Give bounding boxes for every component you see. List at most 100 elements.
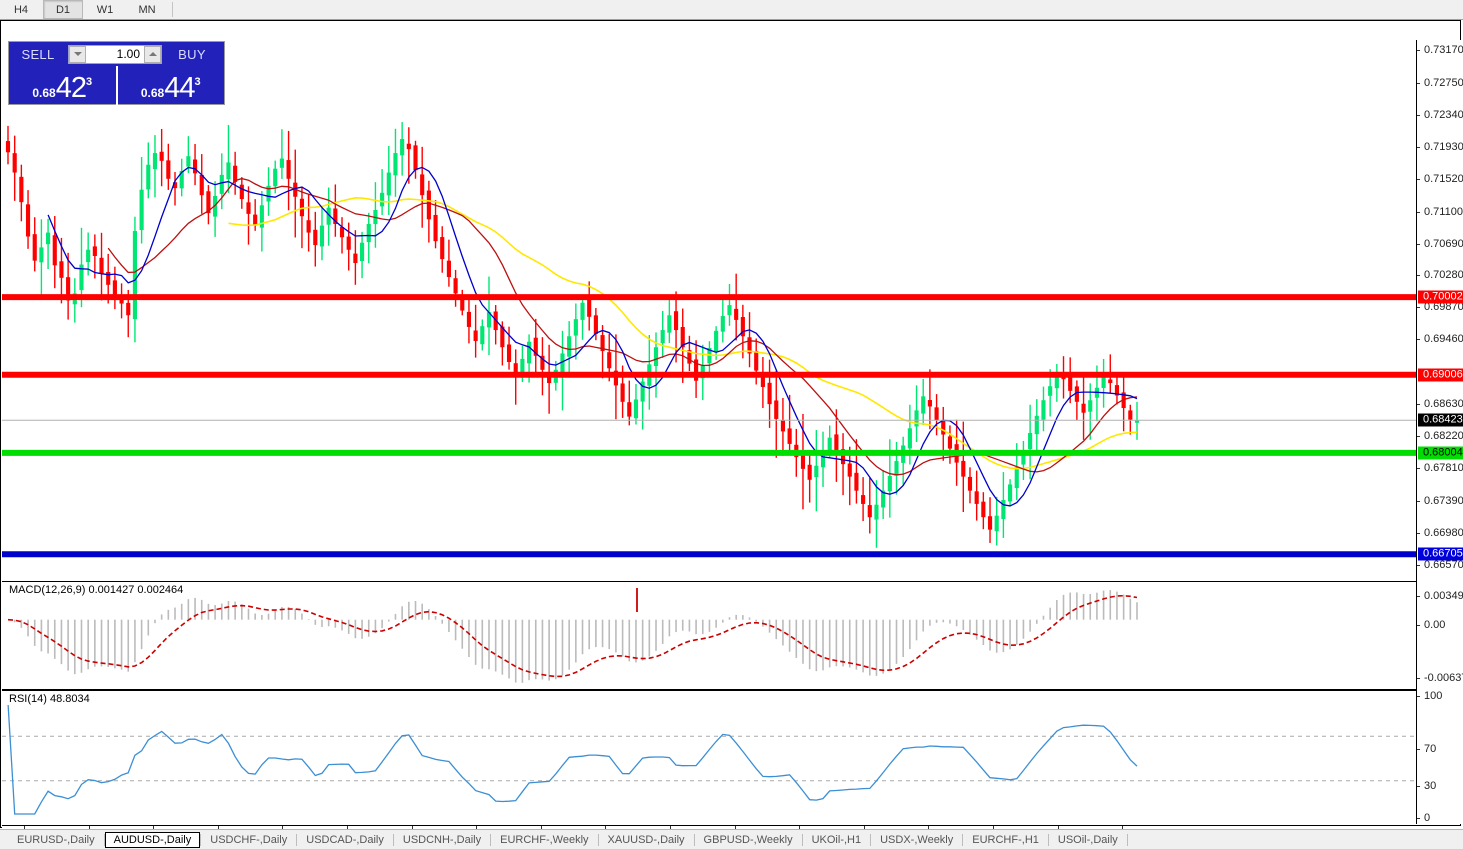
time-tick — [605, 826, 607, 830]
price-tag-069006: 0.69006 — [1418, 368, 1463, 382]
chart-tab-eurusd[interactable]: EURUSD-,Daily — [17, 834, 95, 846]
tab-separator — [296, 834, 298, 846]
macd-pane[interactable]: MACD(12,26,9) 0.001427 0.002464 — [2, 581, 1416, 690]
volume-decrease-button[interactable] — [69, 45, 86, 63]
rsi-scale-30: 30 — [1417, 780, 1436, 792]
price-tag-066705: 0.66705 — [1418, 547, 1463, 561]
price-tick-071100: 0.71100 — [1417, 206, 1463, 218]
chart-tab-usdchf[interactable]: USDCHF-,Daily — [210, 834, 288, 846]
chart-tabs: EURUSD-,Daily AUDUSD-,Daily USDCHF-,Daily U… — [8, 832, 1128, 848]
tab-separator — [597, 834, 599, 846]
macd-scale-2: -0.00637 — [1417, 672, 1463, 684]
sell-button[interactable]: SELL — [21, 46, 55, 62]
price-tick-066980: 0.66980 — [1417, 527, 1463, 539]
chart-tab-eurchf[interactable]: EURCHF-,H1 — [972, 834, 1039, 846]
timeframe-toolbar: H4 D1 W1 MN — [0, 0, 1463, 20]
buy-price-fraction: 3 — [194, 76, 201, 88]
time-tick — [993, 826, 994, 830]
time-tick — [670, 826, 671, 830]
tab-separator — [392, 834, 394, 846]
timeframe-button-mn[interactable]: MN — [138, 3, 156, 16]
one-click-trading-panel[interactable]: SELL 1.00 BUY 0.68 42 3 0.68 44 3 — [8, 41, 225, 105]
price-pane[interactable] — [2, 40, 1416, 578]
tab-separator — [103, 834, 105, 846]
time-tick — [1057, 826, 1059, 830]
rsi-scale-70: 70 — [1417, 743, 1436, 755]
time-tick — [88, 826, 90, 830]
chart-window: AUDUSD-,Daily 0.68471 0.68529 0.68408 0.… — [0, 20, 1463, 847]
sell-price-prefix: 0.68 — [32, 86, 56, 100]
price-tag-068004: 0.68004 — [1418, 446, 1463, 460]
tab-separator — [693, 834, 695, 846]
volume-input[interactable]: 1.00 — [86, 45, 144, 63]
candlestick-series — [5, 122, 1140, 548]
price-tick-070280: 0.70280 — [1417, 269, 1463, 281]
chart-tab-eurchf[interactable]: EURCHF-,Weekly — [500, 834, 589, 846]
oct-top-row: SELL 1.00 BUY — [9, 42, 224, 66]
time-tick — [799, 826, 801, 830]
price-tick-068220: 0.68220 — [1417, 430, 1463, 442]
moving-average-fast-line — [47, 166, 1138, 507]
tab-separator — [1126, 834, 1128, 846]
oct-price-row: 0.68 42 3 0.68 44 3 — [9, 66, 224, 105]
tab-separator — [801, 834, 803, 846]
time-tick — [540, 826, 542, 830]
timeframe-button-h4[interactable]: H4 — [13, 3, 29, 16]
macd-signal-line — [7, 594, 1138, 678]
price-tick-072750: 0.72750 — [1417, 77, 1463, 89]
price-tick-072340: 0.72340 — [1417, 109, 1463, 121]
timeframe-button-w1[interactable]: W1 — [96, 3, 114, 16]
rsi-label: RSI(14) 48.8034 — [7, 693, 92, 705]
price-tick-069870: 0.69870 — [1417, 301, 1463, 313]
chart-tab-audusd[interactable]: AUDUSD-,Daily — [104, 832, 201, 848]
price-tag-068423: 0.68423 — [1418, 413, 1463, 427]
time-tick — [928, 826, 930, 830]
rsi-chart-svg — [2, 702, 1416, 815]
buy-button[interactable]: BUY — [178, 46, 206, 62]
toolbar-separator — [172, 2, 173, 17]
time-tick — [734, 826, 736, 830]
volume-stepper[interactable]: 1.00 — [68, 44, 162, 64]
price-tick-071520: 0.71520 — [1417, 173, 1463, 185]
price-scale[interactable]: 0.73170 0.72750 0.72340 0.71930 0.71520 0.711… — [1416, 40, 1463, 824]
macd-chart-svg — [7, 588, 1138, 683]
rsi-scale-0: 0 — [1417, 812, 1430, 824]
buy-price-cell[interactable]: 0.68 44 3 — [115, 66, 225, 105]
time-tick — [863, 826, 865, 830]
sell-price-fraction: 3 — [86, 76, 93, 88]
chevron-down-icon — [73, 52, 82, 56]
buy-price-big: 44 — [164, 72, 195, 104]
chart-tab-usdcad[interactable]: USDCAD-,Daily — [306, 834, 384, 846]
timeframe-button-d1[interactable]: D1 — [43, 0, 83, 19]
time-tick — [282, 826, 284, 830]
price-tick-067810: 0.67810 — [1417, 462, 1463, 474]
chart-tab-usdcnh[interactable]: USDCNH-,Daily — [402, 834, 482, 846]
chart-tab-xauusd[interactable]: XAUUSD-,Daily — [607, 834, 685, 846]
chart-tab-usoil[interactable]: USOil-,Daily — [1057, 834, 1118, 846]
time-tick — [347, 826, 348, 830]
chevron-up-icon — [148, 52, 157, 56]
rsi-pane[interactable]: RSI(14) 48.8034 — [2, 690, 1416, 825]
tab-separator — [962, 834, 964, 846]
price-tick-066570: 0.66570 — [1417, 559, 1463, 571]
tab-separator — [870, 834, 872, 846]
price-tag-070002: 0.70002 — [1418, 290, 1463, 304]
chart-tab-ukoil[interactable]: UKOil-,H1 — [811, 834, 862, 846]
time-tick — [476, 826, 478, 830]
price-tick-073170: 0.73170 — [1417, 44, 1463, 56]
volume-increase-button[interactable] — [144, 45, 161, 63]
sell-price-cell[interactable]: 0.68 42 3 — [9, 66, 116, 105]
rsi-scale-100: 100 — [1417, 690, 1442, 702]
time-tick — [217, 826, 219, 830]
chart-tab-gbpusd[interactable]: GBPUSD-,Weekly — [703, 834, 793, 846]
macd-scale-1: 0.00 — [1417, 619, 1445, 631]
time-tick — [1122, 826, 1124, 830]
buy-price-prefix: 0.68 — [140, 86, 165, 100]
moving-average-slow-line — [228, 196, 1138, 470]
price-tick-071930: 0.71930 — [1417, 141, 1463, 153]
chart-tab-strip[interactable]: EURUSD-,Daily AUDUSD-,Daily USDCHF-,Daily U… — [0, 829, 1463, 850]
tab-separator — [1047, 834, 1049, 846]
time-tick — [411, 826, 413, 830]
chart-tab-usdx[interactable]: USDX-,Weekly — [880, 834, 954, 846]
